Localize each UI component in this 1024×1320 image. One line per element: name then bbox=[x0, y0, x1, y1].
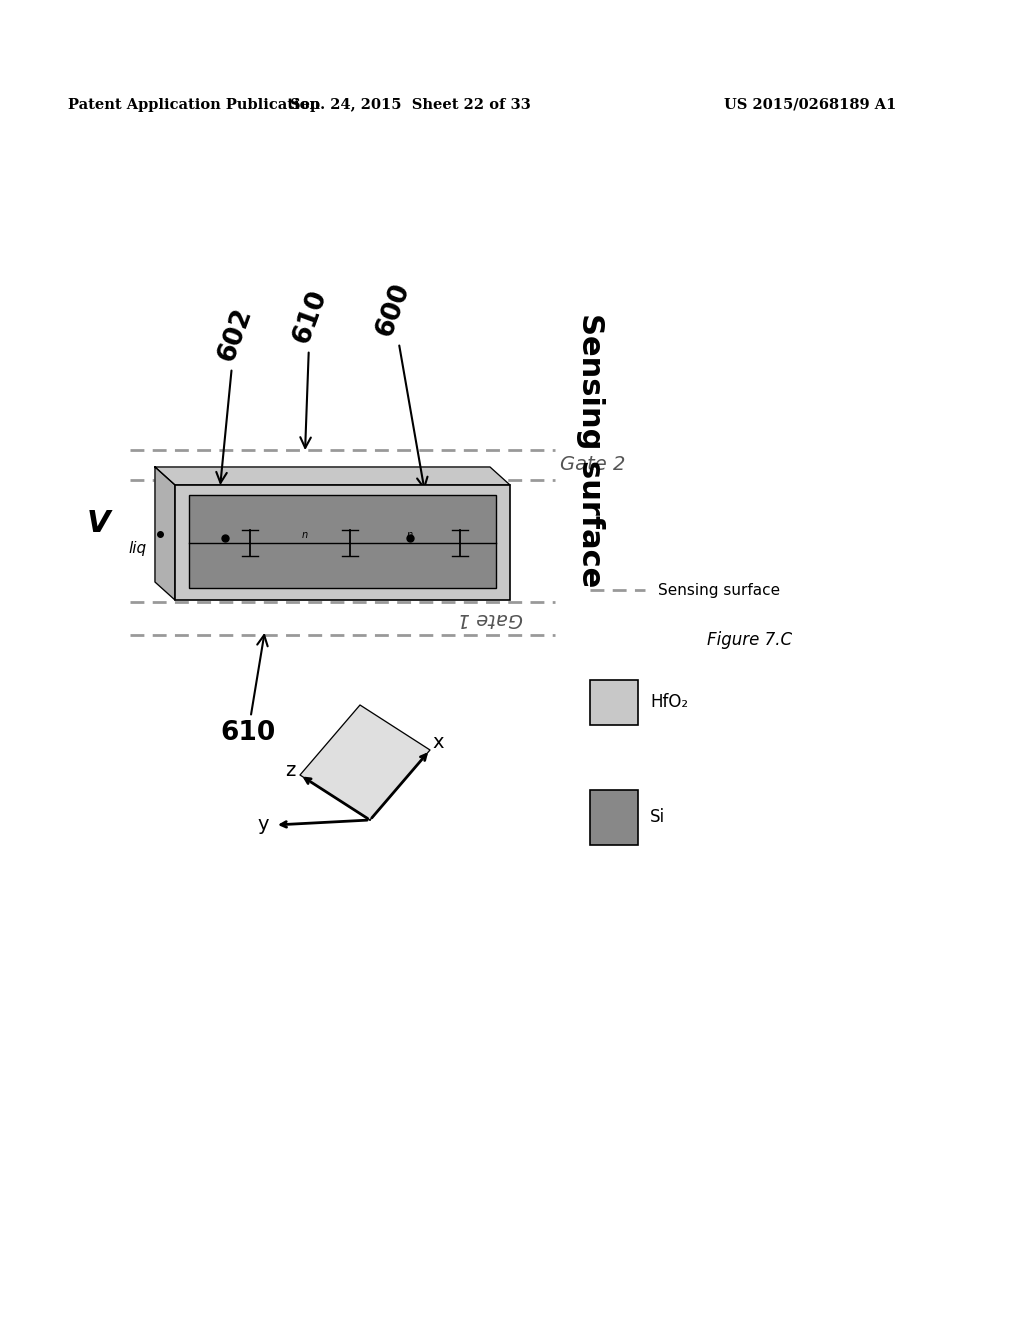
Polygon shape bbox=[155, 467, 175, 601]
Polygon shape bbox=[155, 467, 510, 484]
Bar bbox=[189, 495, 496, 587]
Text: Sep. 24, 2015  Sheet 22 of 33: Sep. 24, 2015 Sheet 22 of 33 bbox=[290, 98, 530, 112]
Text: 610: 610 bbox=[220, 635, 275, 746]
Text: n: n bbox=[302, 529, 308, 540]
Bar bbox=[175, 484, 510, 601]
Text: Gate 2: Gate 2 bbox=[560, 455, 626, 474]
Text: n: n bbox=[407, 529, 413, 540]
Text: HfO₂: HfO₂ bbox=[650, 693, 688, 711]
Text: Figure 7.C: Figure 7.C bbox=[708, 631, 793, 649]
Text: Si: Si bbox=[650, 808, 666, 826]
Text: V: V bbox=[86, 510, 110, 539]
Text: z: z bbox=[285, 760, 295, 780]
Text: y: y bbox=[257, 816, 268, 834]
Bar bbox=[590, 789, 638, 845]
Polygon shape bbox=[300, 705, 430, 820]
Text: US 2015/0268189 A1: US 2015/0268189 A1 bbox=[724, 98, 896, 112]
Text: x: x bbox=[432, 734, 443, 752]
Text: liq: liq bbox=[128, 540, 146, 556]
Text: Sensing surface: Sensing surface bbox=[575, 313, 604, 587]
Text: 602: 602 bbox=[213, 305, 257, 483]
Bar bbox=[590, 680, 638, 725]
Text: 610: 610 bbox=[289, 286, 332, 447]
Text: Sensing surface: Sensing surface bbox=[658, 582, 780, 598]
Text: 600: 600 bbox=[372, 280, 427, 488]
Text: Gate 1: Gate 1 bbox=[458, 609, 522, 628]
Text: Patent Application Publication: Patent Application Publication bbox=[68, 98, 319, 112]
